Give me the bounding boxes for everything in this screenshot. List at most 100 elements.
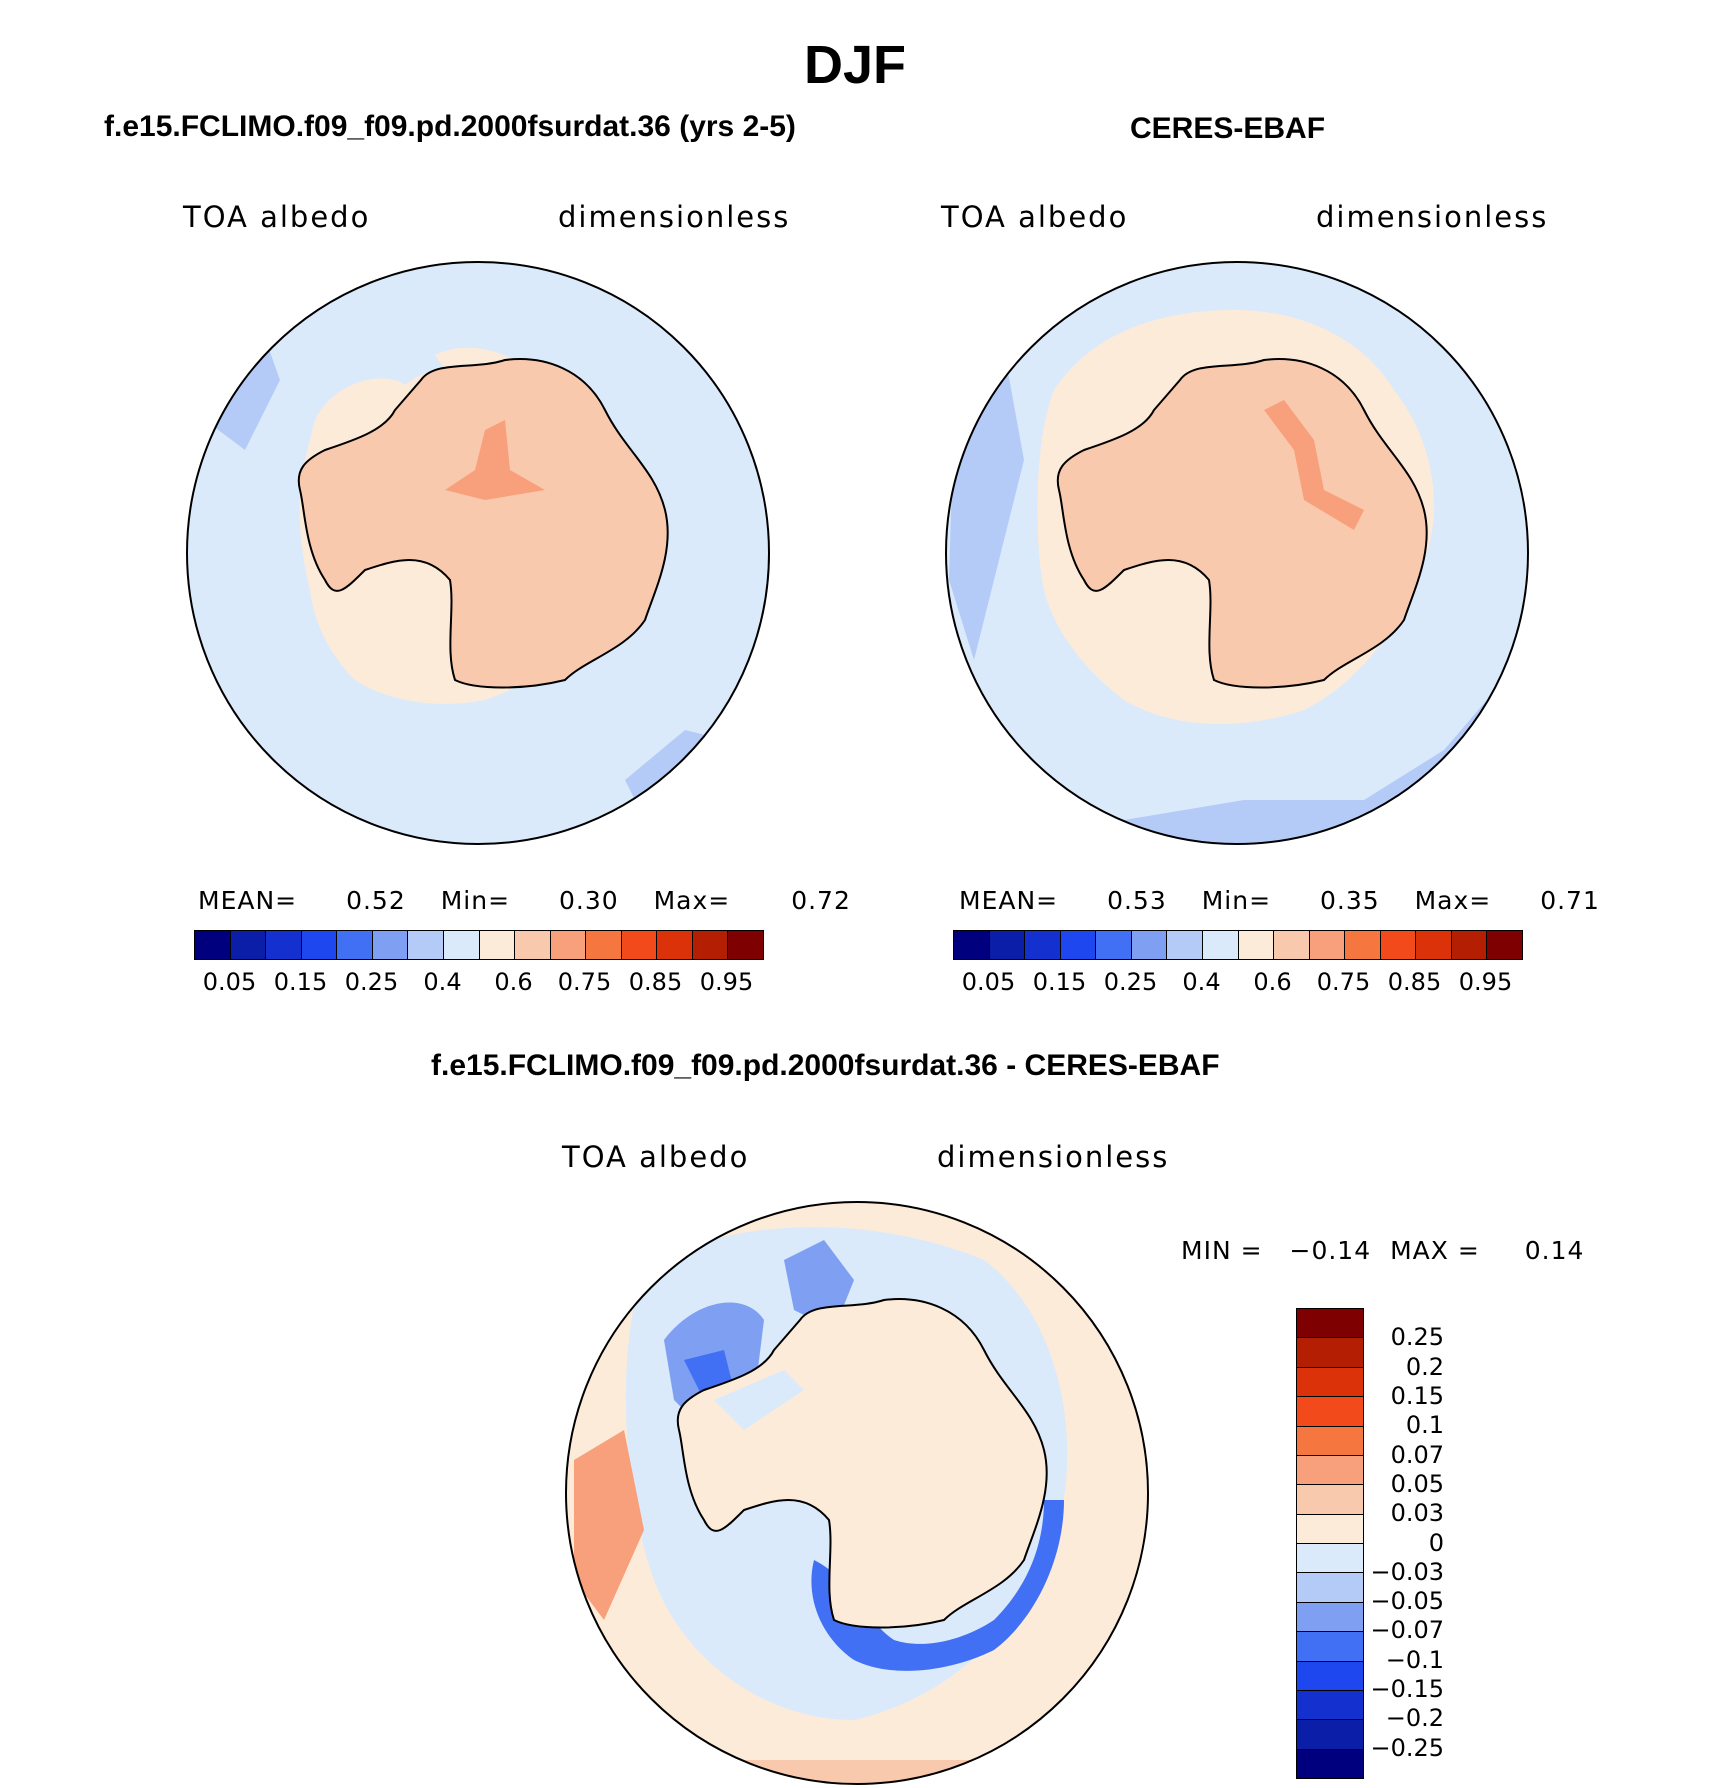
colorbar-swatch (1060, 931, 1097, 959)
colorbar-tick-label: 0.4 (1182, 968, 1221, 996)
colorbar-swatch (728, 931, 763, 959)
colorbar-swatch (1025, 931, 1061, 959)
colorbar-swatch (1416, 931, 1452, 959)
colorbar-tick-label: 0.6 (1253, 968, 1292, 996)
min-value: −0.14 (1289, 1236, 1372, 1265)
colorbar-swatch (621, 931, 658, 959)
diff-colorbar-ticks: 0.25 0.2 0.15 0.1 0.07 0.05 0.03 0 −0.03 −0.05 −0.… (1364, 1308, 1444, 1777)
colorbar-swatch (1451, 931, 1488, 959)
colorbar-swatch (1297, 1426, 1363, 1456)
mean-value: 0.52 (346, 886, 406, 915)
model-units-label: dimensionless (558, 200, 791, 234)
colorbar-swatch (372, 931, 409, 959)
colorbar-tick-label: −0.03 (1370, 1557, 1444, 1586)
colorbar-tick-label: −0.05 (1370, 1587, 1444, 1616)
diff-variable-label: TOA albedo (562, 1140, 750, 1174)
obs-variable-label: TOA albedo (941, 200, 1129, 234)
max-label: MAX = (1390, 1236, 1480, 1265)
antarctica-outline (1056, 358, 1428, 689)
colorbar-swatch (1380, 931, 1417, 959)
colorbar-tick-label: 0.05 (1390, 1469, 1444, 1498)
obs-colorbar-ticks: 0.05 0.15 0.25 0.4 0.6 0.75 0.85 0.95 (953, 968, 1521, 998)
negative-diff-region (714, 1370, 804, 1430)
colorbar-swatch (408, 931, 444, 959)
colorbar-swatch (692, 931, 729, 959)
colorbar-swatch (1309, 931, 1346, 959)
colorbar-swatch (266, 931, 302, 959)
min-label: MIN = (1181, 1236, 1263, 1265)
colorbar-tick-label: 0.25 (344, 968, 399, 996)
colorbar-tick-label: 0.15 (1032, 968, 1087, 996)
colorbar-swatch (1297, 1661, 1363, 1691)
mean-label: MEAN= (198, 886, 298, 915)
min-value: 0.30 (558, 886, 619, 915)
diff-colorbar (1296, 1308, 1364, 1779)
colorbar-swatch (954, 931, 990, 959)
model-stats: MEAN= 0.52 Min= 0.30 Max= 0.72 (198, 886, 851, 915)
colorbar-tick-label: 0.95 (699, 968, 754, 996)
diff-units-label: dimensionless (937, 1140, 1170, 1174)
colorbar-swatch (337, 931, 373, 959)
colorbar-tick-label: 0.07 (1390, 1440, 1444, 1469)
max-label: Max= (1414, 886, 1492, 915)
positive-diff-region (566, 1760, 1148, 1784)
colorbar-swatch (443, 931, 480, 959)
colorbar-swatch (515, 931, 551, 959)
colorbar-tick-label: 0.15 (273, 968, 328, 996)
mean-label: MEAN= (959, 886, 1059, 915)
min-label: Min= (1201, 886, 1272, 915)
colorbar-swatch (1096, 931, 1132, 959)
colorbar-swatch (1297, 1455, 1363, 1486)
colorbar-swatch (1487, 931, 1522, 959)
high-albedo-region (1264, 400, 1364, 530)
model-colorbar-ticks: 0.05 0.15 0.25 0.4 0.6 0.75 0.85 0.95 (194, 968, 762, 998)
obs-panel-title: CERES-EBAF (1130, 112, 1326, 145)
colorbar-swatch (657, 931, 693, 959)
colorbar-tick-label: −0.2 (1385, 1704, 1444, 1733)
colorbar-swatch (550, 931, 587, 959)
figure-title: DJF (803, 35, 906, 95)
colorbar-swatch (1274, 931, 1310, 959)
diff-panel-title: f.e15.FCLIMO.f09_f09.pd.2000fsurdat.36 -… (431, 1049, 1220, 1082)
colorbar-tick-label: −0.15 (1370, 1675, 1444, 1704)
colorbar-tick-label: 0.25 (1390, 1323, 1444, 1352)
colorbar-tick-label: 0.05 (202, 968, 257, 996)
colorbar-swatch (586, 931, 622, 959)
max-value: 0.72 (791, 886, 851, 915)
colorbar-swatch (479, 931, 516, 959)
model-variable-label: TOA albedo (183, 200, 371, 234)
colorbar-tick-label: 0.85 (1387, 968, 1442, 996)
colorbar-tick-label: 0.75 (557, 968, 612, 996)
colorbar-swatch (301, 931, 338, 959)
colorbar-swatch (1238, 931, 1275, 959)
diff-stats: MIN = −0.14 MAX = 0.14 (1181, 1236, 1584, 1265)
colorbar-tick-label: 0.03 (1390, 1499, 1444, 1528)
colorbar-tick-label: 0 (1428, 1528, 1444, 1557)
colorbar-tick-label: 0.85 (628, 968, 683, 996)
colorbar-tick-label: 0.6 (494, 968, 533, 996)
colorbar-tick-label: 0.2 (1405, 1352, 1444, 1381)
colorbar-swatch (1297, 1338, 1363, 1368)
positive-diff-region (574, 1430, 644, 1620)
colorbar-swatch (1297, 1749, 1363, 1778)
colorbar-swatch (1297, 1632, 1363, 1662)
map-boundary (945, 261, 1529, 845)
colorbar-swatch (1297, 1514, 1363, 1544)
model-polar-map (186, 261, 770, 845)
max-value: 0.14 (1524, 1236, 1585, 1265)
colorbar-swatch (1131, 931, 1168, 959)
colorbar-tick-label: 0.15 (1390, 1381, 1444, 1410)
colorbar-tick-label: 0.05 (961, 968, 1016, 996)
colorbar-swatch (1167, 931, 1203, 959)
map-boundary (565, 1201, 1149, 1785)
min-label: Min= (440, 886, 511, 915)
colorbar-swatch (1297, 1309, 1363, 1339)
colorbar-swatch (1297, 1544, 1363, 1574)
high-albedo-region (445, 420, 545, 500)
obs-stats: MEAN= 0.53 Min= 0.35 Max= 0.71 (959, 886, 1600, 915)
model-colorbar (194, 930, 764, 960)
colorbar-swatch (1297, 1397, 1363, 1427)
mean-value: 0.53 (1107, 886, 1167, 915)
colorbar-tick-label: 0.75 (1316, 968, 1371, 996)
colorbar-swatch (195, 931, 231, 959)
